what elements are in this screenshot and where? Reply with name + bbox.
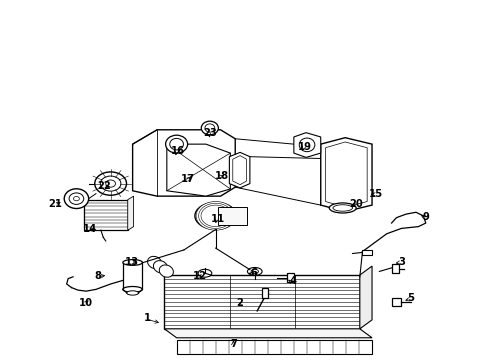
Ellipse shape bbox=[153, 261, 168, 273]
Text: 18: 18 bbox=[215, 171, 229, 181]
Ellipse shape bbox=[198, 203, 233, 228]
Text: 12: 12 bbox=[193, 271, 207, 281]
Bar bbox=[218, 207, 247, 225]
Ellipse shape bbox=[196, 202, 235, 230]
Text: 3: 3 bbox=[398, 257, 405, 267]
Text: 7: 7 bbox=[231, 339, 238, 349]
Ellipse shape bbox=[74, 197, 79, 201]
Polygon shape bbox=[392, 264, 399, 273]
Ellipse shape bbox=[106, 180, 116, 187]
Text: 2: 2 bbox=[237, 298, 244, 308]
Text: 19: 19 bbox=[297, 142, 312, 152]
Polygon shape bbox=[229, 152, 250, 188]
Polygon shape bbox=[326, 142, 367, 207]
Text: 13: 13 bbox=[124, 257, 139, 267]
Ellipse shape bbox=[95, 172, 126, 195]
Text: 1: 1 bbox=[144, 313, 151, 323]
Text: 9: 9 bbox=[422, 212, 429, 222]
Text: 16: 16 bbox=[171, 145, 185, 156]
Ellipse shape bbox=[159, 265, 173, 277]
Text: 15: 15 bbox=[369, 189, 383, 199]
Ellipse shape bbox=[201, 205, 230, 226]
Bar bbox=[84, 200, 128, 230]
Ellipse shape bbox=[247, 267, 262, 275]
Polygon shape bbox=[321, 138, 372, 212]
Ellipse shape bbox=[123, 287, 143, 292]
Ellipse shape bbox=[123, 260, 143, 265]
Polygon shape bbox=[233, 156, 246, 185]
Ellipse shape bbox=[201, 121, 219, 135]
Ellipse shape bbox=[69, 193, 84, 204]
Ellipse shape bbox=[201, 206, 230, 226]
Polygon shape bbox=[167, 144, 230, 196]
Ellipse shape bbox=[205, 124, 215, 132]
Polygon shape bbox=[392, 298, 401, 306]
Polygon shape bbox=[164, 275, 360, 329]
Text: 8: 8 bbox=[94, 271, 101, 281]
Bar bbox=[176, 339, 372, 354]
Text: 4: 4 bbox=[289, 276, 296, 286]
Polygon shape bbox=[133, 130, 235, 196]
Ellipse shape bbox=[329, 203, 356, 213]
Text: 6: 6 bbox=[250, 267, 257, 278]
Ellipse shape bbox=[195, 202, 237, 229]
Polygon shape bbox=[294, 133, 321, 157]
Ellipse shape bbox=[166, 135, 188, 153]
Polygon shape bbox=[287, 273, 294, 282]
Ellipse shape bbox=[251, 269, 258, 274]
Text: 10: 10 bbox=[79, 298, 93, 308]
Polygon shape bbox=[262, 288, 269, 298]
Text: 5: 5 bbox=[408, 293, 415, 303]
Ellipse shape bbox=[127, 291, 139, 295]
Text: 17: 17 bbox=[181, 174, 195, 184]
Text: 20: 20 bbox=[349, 199, 363, 210]
Ellipse shape bbox=[333, 205, 352, 211]
Text: 11: 11 bbox=[211, 214, 225, 224]
Text: 23: 23 bbox=[203, 128, 217, 138]
Polygon shape bbox=[360, 266, 372, 329]
Ellipse shape bbox=[170, 138, 183, 150]
Text: 21: 21 bbox=[49, 199, 62, 210]
Ellipse shape bbox=[198, 269, 212, 277]
Ellipse shape bbox=[147, 256, 162, 269]
Text: 14: 14 bbox=[83, 225, 97, 234]
Polygon shape bbox=[164, 329, 372, 338]
Polygon shape bbox=[128, 196, 134, 230]
Ellipse shape bbox=[100, 176, 121, 191]
Text: 22: 22 bbox=[98, 181, 111, 192]
Polygon shape bbox=[362, 250, 372, 255]
Bar bbox=[123, 262, 143, 289]
Ellipse shape bbox=[210, 211, 222, 220]
Ellipse shape bbox=[299, 138, 315, 152]
Ellipse shape bbox=[64, 189, 89, 208]
